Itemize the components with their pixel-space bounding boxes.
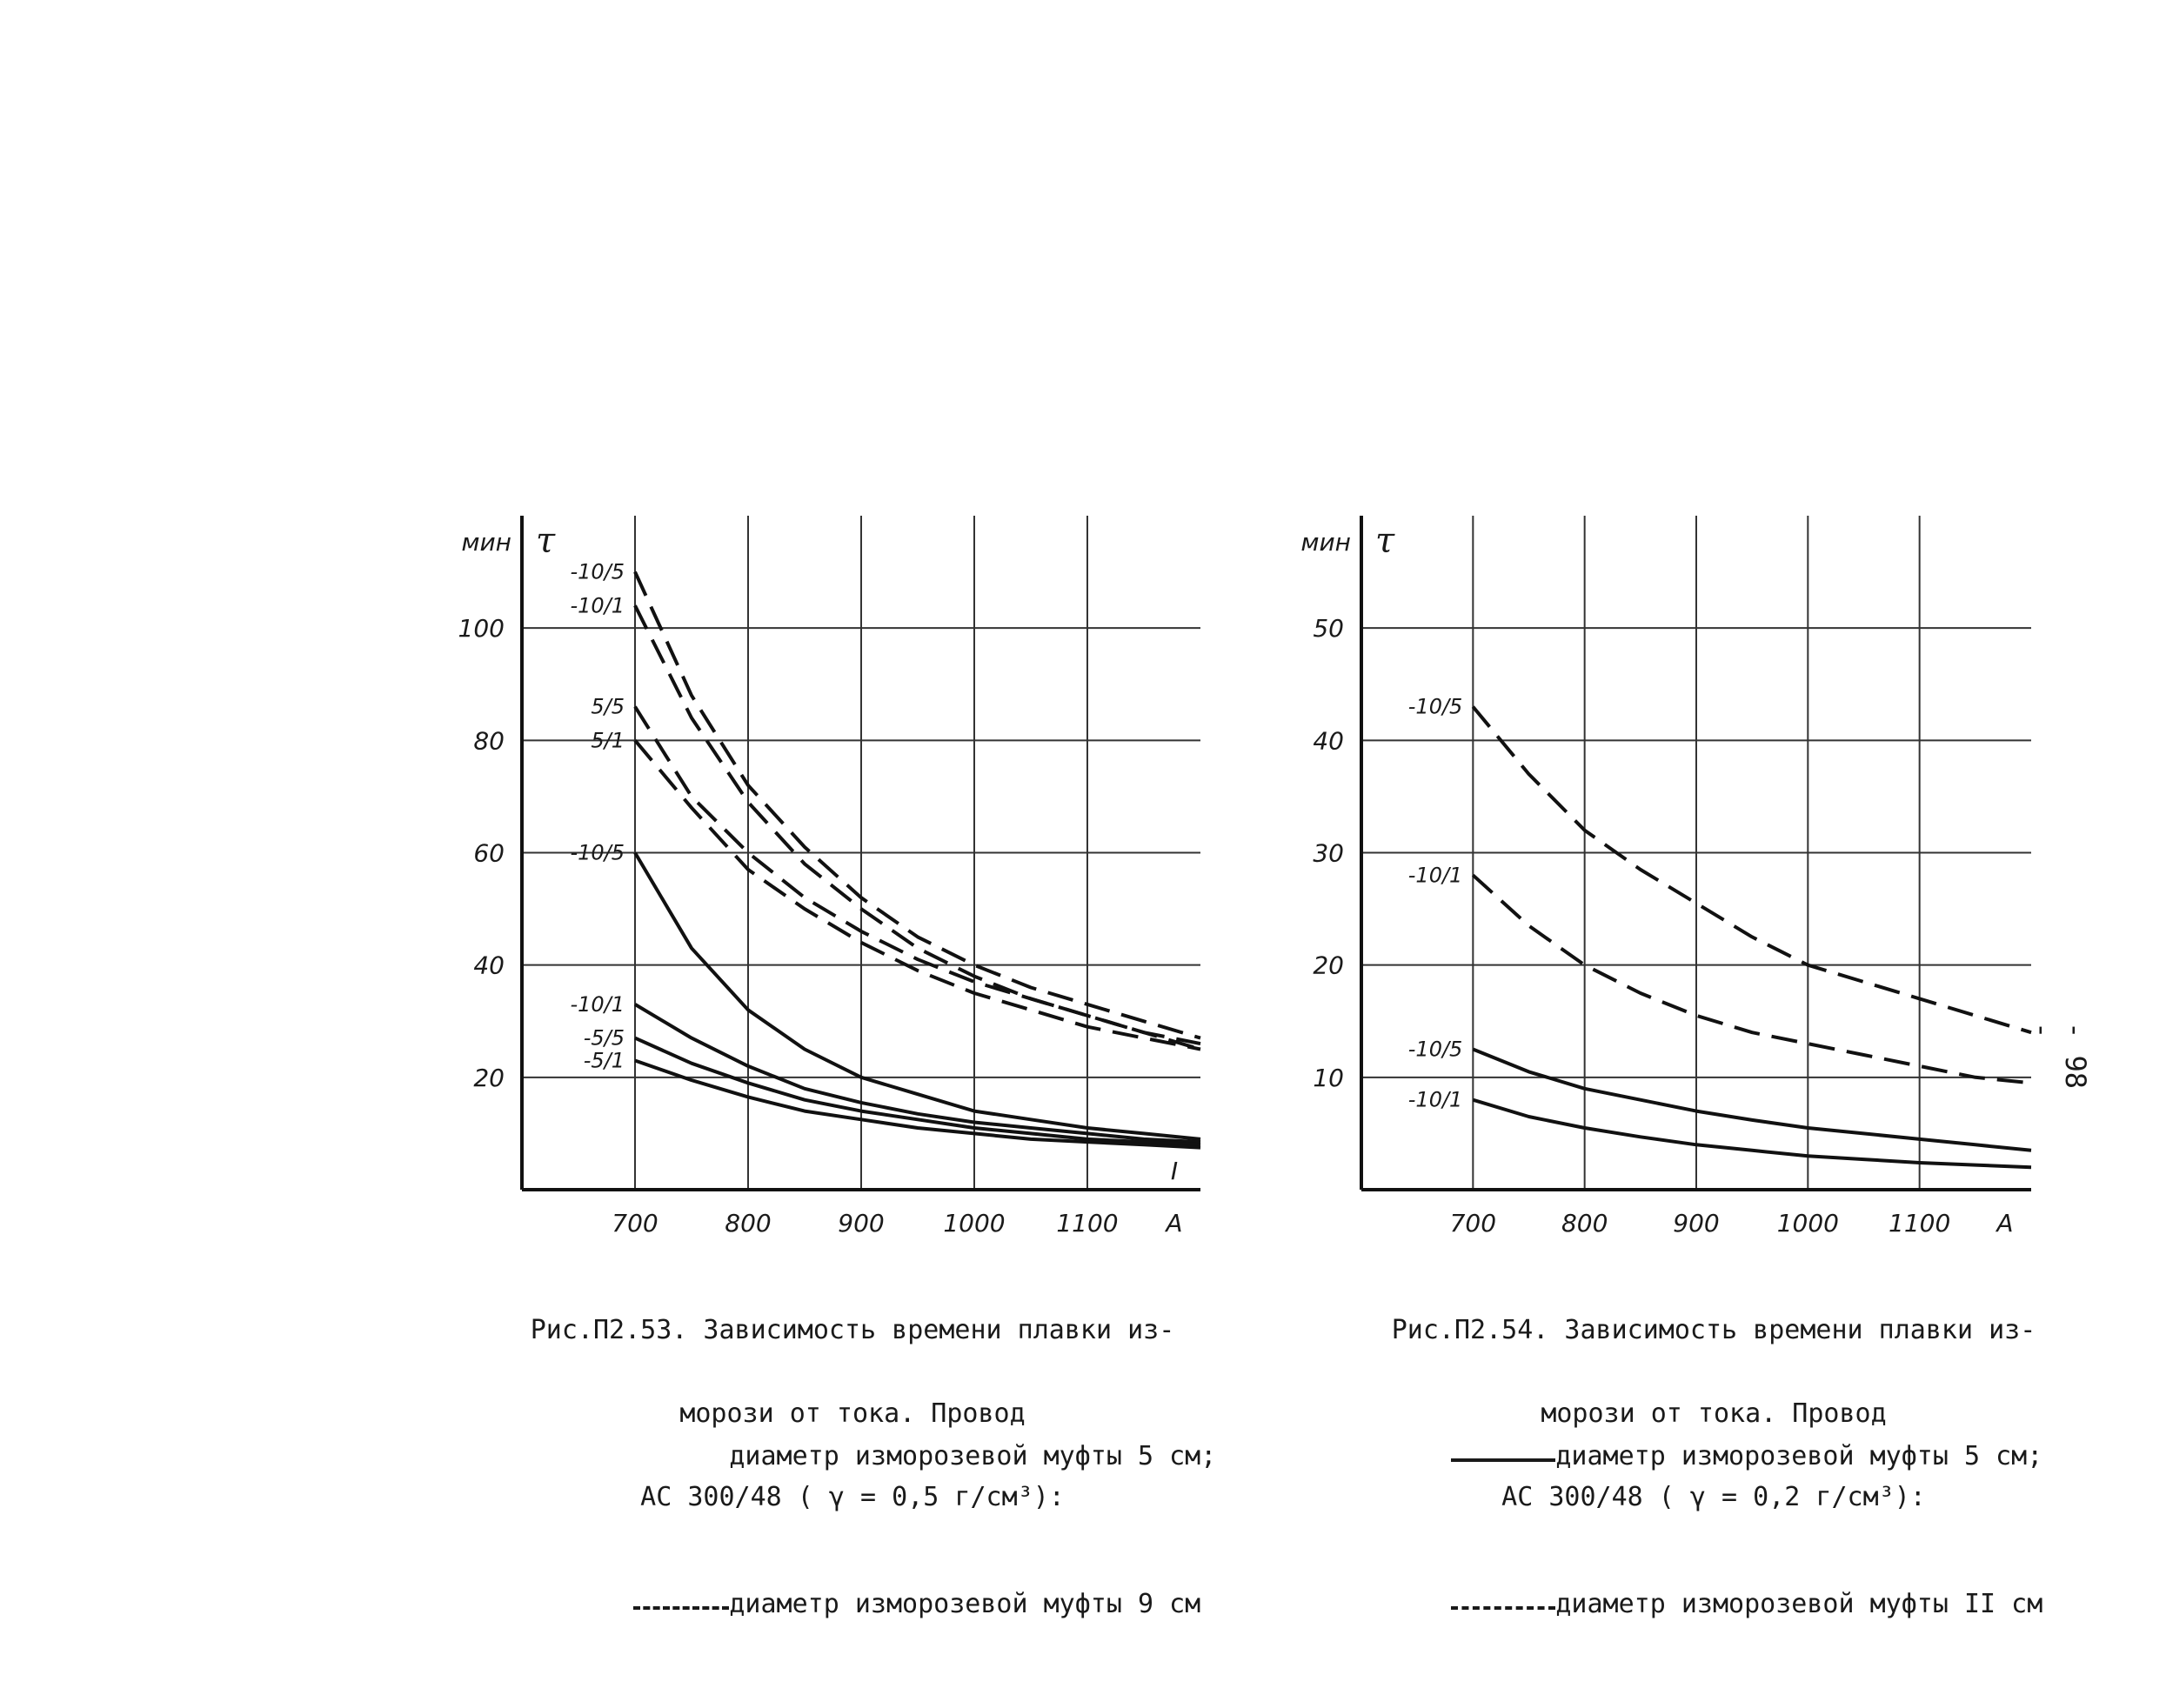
y-tick-label: 30 xyxy=(1313,839,1344,868)
x-tick-label: 800 xyxy=(1561,1209,1608,1238)
series-label: -10/5 xyxy=(570,841,625,865)
series-label: -10/1 xyxy=(570,992,625,1017)
x-tick-label: 900 xyxy=(838,1209,884,1238)
series-line-solid xyxy=(1472,1098,2032,1170)
series-line-dashed xyxy=(1471,705,2032,1035)
x-tick-label: 1100 xyxy=(1889,1209,1950,1238)
dashed-line-swatch xyxy=(1451,1594,1556,1610)
y-axis-label: τ xyxy=(536,521,556,561)
series-label: -5/1 xyxy=(584,1048,625,1072)
series-label: -10/1 xyxy=(1408,1088,1463,1112)
y-tick-label: 40 xyxy=(1313,726,1344,755)
chart-2: 700 800 900 1000 1100 10 20 30 40 50 мин τ А -10/5 -10… xyxy=(1300,516,2032,1238)
y-tick-label: 40 xyxy=(473,951,505,980)
legend-item-dashed: диаметр изморозевой муфты 9 см xyxy=(539,1560,1216,1649)
series-line-solid xyxy=(633,851,1201,1141)
caption-line-2: морози от тока. Провод xyxy=(1541,1398,1887,1429)
series-label: -5/5 xyxy=(584,1026,625,1051)
x-tick-label: 700 xyxy=(612,1209,658,1238)
caption-line-2: морози от тока. Провод xyxy=(679,1398,1026,1429)
series-line-solid xyxy=(634,1036,1201,1147)
series-line-dashed xyxy=(633,739,1201,1051)
series-label: -10/5 xyxy=(570,560,625,584)
legend-item-solid: диаметр изморозевой муфты 5 см; xyxy=(539,1412,1216,1501)
series-label: -10/5 xyxy=(1408,695,1463,719)
legend-text: диаметр изморозевой муфты II см xyxy=(1555,1589,2043,1619)
caption-line-1: Рис.П2.54. Зависимость времени плавки из… xyxy=(1391,1315,2036,1345)
x-tick-label: 700 xyxy=(1450,1209,1496,1238)
y-tick-label: 50 xyxy=(1313,614,1344,643)
legend-text: диаметр изморозевой муфты 5 см; xyxy=(1555,1441,2043,1471)
series-line-dashed xyxy=(1471,873,2032,1085)
y-axis-unit: мин xyxy=(461,528,511,557)
series-line-solid xyxy=(633,1003,1201,1144)
caption-fig-53: Рис.П2.53. Зависимость времени плавки из… xyxy=(470,1261,1235,1567)
y-axis-unit: мин xyxy=(1300,528,1351,557)
page-number: - 98 - xyxy=(2026,1022,2092,1090)
legend-item-solid: диаметр изморозевой муфты 5 см; xyxy=(1357,1412,2042,1501)
x-tick-label: 1000 xyxy=(1777,1209,1839,1238)
series-line-solid xyxy=(634,1058,1201,1150)
y-tick-label: 20 xyxy=(473,1064,505,1092)
caption-fig-54: Рис.П2.54. Зависимость времени плавки из… xyxy=(1331,1261,2096,1567)
series-line-dashed xyxy=(633,570,1201,1040)
solid-line-swatch xyxy=(1451,1446,1556,1462)
scanned-page: 700 800 900 1000 1100 20 40 60 80 100 мин τ А I -10/5-… xyxy=(458,516,2096,1619)
x-axis-unit: А xyxy=(1995,1209,2013,1238)
y-tick-label: 100 xyxy=(458,614,505,643)
legend-item-dashed: диаметр изморозевой муфты II см xyxy=(1357,1560,2042,1649)
series-label: -10/5 xyxy=(1408,1037,1463,1062)
y-tick-label: 80 xyxy=(473,726,505,755)
caption-line-3: АС 300/48 ( γ = 0,2 г/см³): xyxy=(1501,1482,1926,1512)
chart-1: 700 800 900 1000 1100 20 40 60 80 100 мин τ АI -10/5 -… xyxy=(458,516,1201,1238)
x-axis-label: I xyxy=(1171,1157,1178,1185)
legend-fig-54: диаметр изморозевой муфты 5 см; диаметр … xyxy=(1357,1353,2042,1708)
series-label: 5/5 xyxy=(591,695,625,719)
caption-line-1: Рис.П2.53. Зависимость времени плавки из… xyxy=(530,1315,1175,1345)
legend-fig-53: диаметр изморозевой муфты 5 см; диаметр … xyxy=(539,1353,1216,1708)
y-axis-label: τ xyxy=(1375,521,1395,561)
y-tick-label: 60 xyxy=(473,839,505,868)
x-tick-label: 1000 xyxy=(943,1209,1005,1238)
x-tick-label: 800 xyxy=(725,1209,771,1238)
legend-text: диаметр изморозевой муфты 9 см xyxy=(729,1589,1201,1619)
series-line-dashed xyxy=(633,705,1201,1051)
x-axis-unit: А xyxy=(1164,1209,1182,1238)
caption-line-3: АС 300/48 ( γ = 0,5 г/см³): xyxy=(640,1482,1065,1512)
series-line-solid xyxy=(1472,1047,2032,1152)
series-label: -10/1 xyxy=(1408,863,1463,887)
series-label: 5/1 xyxy=(591,728,625,752)
series-label: -10/1 xyxy=(570,593,625,617)
legend-text: диаметр изморозевой муфты 5 см; xyxy=(729,1441,1217,1471)
x-tick-label: 900 xyxy=(1673,1209,1719,1238)
y-tick-label: 10 xyxy=(1313,1064,1344,1092)
dashed-line-swatch xyxy=(633,1594,730,1610)
x-tick-label: 1100 xyxy=(1056,1209,1118,1238)
y-tick-label: 20 xyxy=(1313,951,1344,980)
